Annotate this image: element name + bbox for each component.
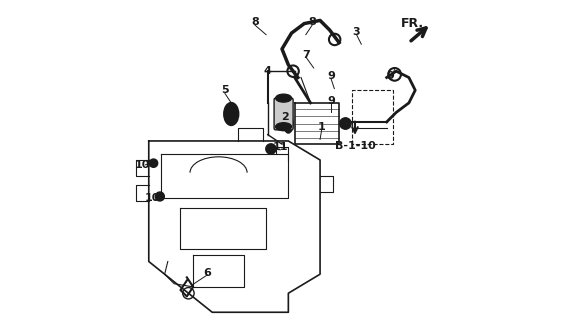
Ellipse shape — [276, 123, 292, 131]
Text: 7: 7 — [302, 50, 310, 60]
Text: 1: 1 — [318, 122, 325, 132]
Text: 3: 3 — [352, 27, 360, 36]
Ellipse shape — [284, 114, 293, 133]
Circle shape — [149, 159, 157, 167]
FancyBboxPatch shape — [274, 98, 293, 130]
Text: 10: 10 — [144, 193, 160, 203]
Text: 10: 10 — [135, 160, 150, 170]
Circle shape — [156, 192, 164, 201]
Ellipse shape — [224, 103, 239, 125]
Text: 9: 9 — [327, 71, 335, 81]
Text: 8: 8 — [251, 17, 259, 27]
Text: 9: 9 — [386, 71, 394, 81]
Text: 5: 5 — [221, 85, 229, 95]
Text: 11: 11 — [272, 142, 288, 152]
Ellipse shape — [227, 108, 235, 120]
Text: 2: 2 — [281, 112, 289, 122]
Circle shape — [340, 118, 351, 129]
Text: 9: 9 — [327, 96, 335, 106]
Circle shape — [266, 144, 276, 154]
Text: 4: 4 — [264, 66, 272, 76]
Text: FR.: FR. — [400, 17, 424, 30]
Text: 6: 6 — [204, 268, 212, 278]
Ellipse shape — [276, 94, 292, 102]
Text: 8: 8 — [309, 17, 316, 27]
Text: B-1-10: B-1-10 — [334, 141, 375, 151]
